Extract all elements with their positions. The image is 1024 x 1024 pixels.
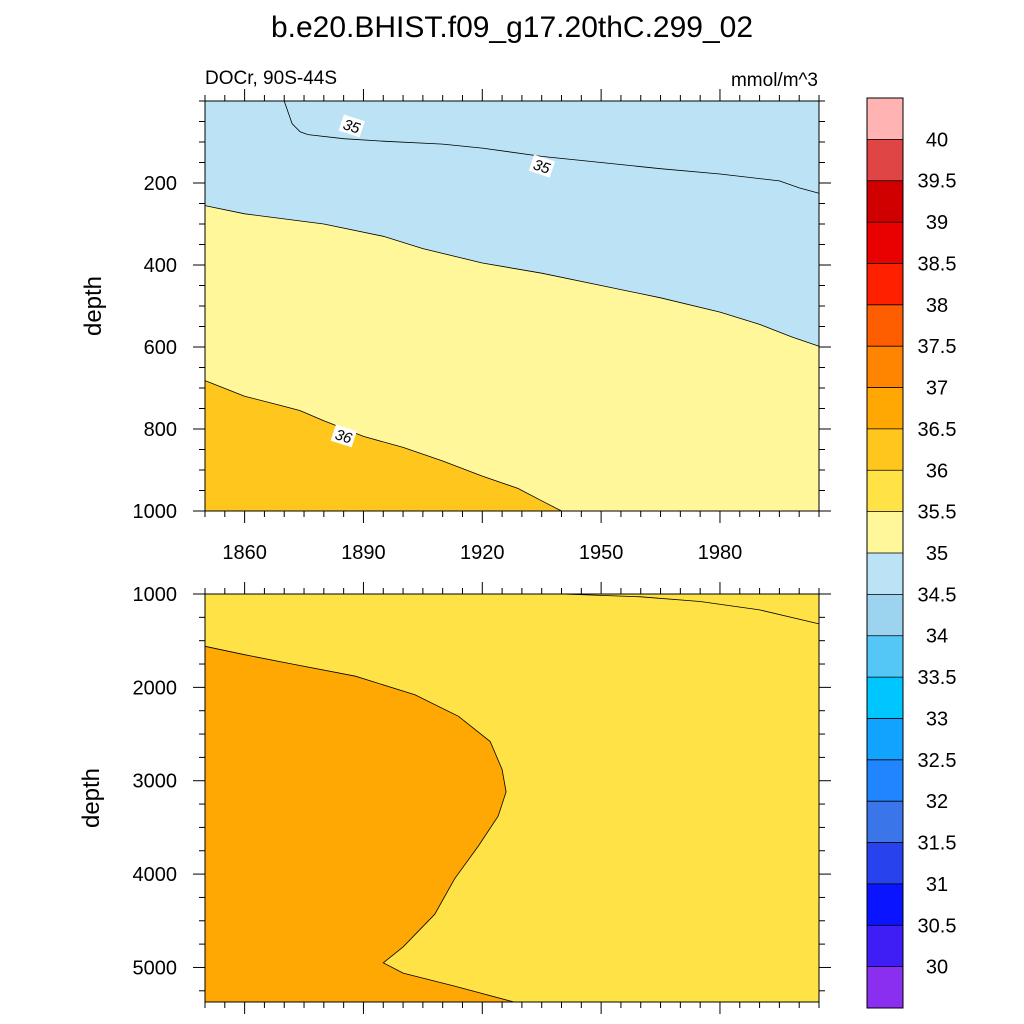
colorbar-label: 32 [926, 791, 948, 813]
contour-line [204, 645, 515, 1003]
colorbar-label: 31.5 [918, 833, 957, 855]
contour-line [283, 100, 820, 194]
contour-label-text: 35 [341, 116, 363, 138]
y-tick-label: 3000 [133, 771, 178, 793]
upper-y-axis-label: depth [80, 276, 107, 336]
y-tick-label: 1000 [133, 584, 178, 606]
colorbar-swatch [867, 511, 903, 554]
x-tick-label: 1950 [579, 542, 624, 564]
upper-contour-fills [205, 101, 819, 511]
upper-axis-ticks: 1860 1890 1920 1950 1980 200 400 600 800 1000 [133, 89, 831, 564]
colorbar-label: 30.5 [918, 915, 957, 937]
contour-fill-35.5-36 [205, 594, 819, 1002]
colorbar-swatch [867, 801, 903, 843]
colorbar-swatch [867, 966, 903, 1009]
colorbar-swatch [867, 263, 903, 306]
lower-contour-fills [205, 594, 819, 1002]
contour-line [204, 380, 562, 512]
colorbar: 40 39.5 39 38.5 38 37.5 37 36.5 36 35.5 35 34.5 34 33… [866, 97, 957, 1009]
colorbar-label: 30 [926, 957, 948, 979]
colorbar-label: 33 [926, 709, 948, 731]
contour-line [561, 593, 820, 625]
x-tick-label: 1980 [698, 542, 743, 564]
colorbar-label: 34.5 [918, 584, 957, 606]
colorbar-frame [866, 97, 904, 1009]
colorbar-label: 38 [926, 295, 948, 317]
colorbar-swatch [867, 180, 903, 223]
y-tick-label: 400 [144, 255, 177, 277]
colorbar-swatch [867, 304, 903, 347]
colorbar-label: 35 [926, 543, 948, 565]
colorbar-swatch [867, 635, 903, 678]
y-tick-label: 4000 [133, 864, 178, 886]
contour-label-text: 35 [531, 156, 553, 178]
y-tick-label: 600 [144, 337, 177, 359]
colorbar-label: 37.5 [918, 336, 957, 358]
colorbar-swatch [867, 718, 903, 761]
colorbar-label: 31 [926, 874, 948, 896]
y-tick-label: 2000 [133, 677, 178, 699]
contour-label: 35 [338, 114, 365, 138]
colorbar-swatch [867, 139, 903, 182]
lower-panel: 1000 2000 3000 4000 5000 depth [78, 582, 831, 1014]
colorbar-swatch [867, 222, 903, 264]
contour-label-box [338, 114, 365, 138]
contour-fill-35.5-36 [561, 594, 819, 624]
contour-line [204, 205, 820, 347]
lower-contour-lines [204, 593, 820, 1003]
lower-axis-ticks: 1000 2000 3000 4000 5000 [133, 582, 831, 1014]
colorbar-label: 36 [926, 460, 948, 482]
contour-label-text: 36 [333, 426, 355, 448]
colorbar-swatch [867, 842, 903, 885]
colorbar-swatch [867, 677, 903, 719]
contour-fill-34.5-35 [284, 101, 819, 194]
left-subtitle: DOCr, 90S-44S [205, 68, 337, 89]
y-tick-label: 5000 [133, 957, 178, 979]
upper-contour-lines [204, 100, 820, 512]
y-tick-label: 1000 [133, 501, 178, 523]
lower-y-axis-label: depth [78, 768, 105, 828]
x-tick-label: 1920 [460, 542, 505, 564]
colorbar-swatch [867, 98, 903, 140]
colorbar-swatch [867, 553, 903, 595]
colorbar-label: 40 [926, 129, 948, 151]
colorbar-label: 32.5 [918, 750, 957, 772]
colorbar-label: 39 [926, 212, 948, 234]
colorbar-swatch [867, 925, 903, 967]
colorbar-swatch [867, 387, 903, 430]
y-tick-label: 800 [144, 419, 177, 441]
colorbar-label: 38.5 [918, 254, 957, 276]
colorbar-label: 35.5 [918, 502, 957, 524]
upper-contour-labels: 35 35 36 [330, 114, 555, 448]
colorbar-swatch [867, 470, 903, 512]
contour-label-box [330, 424, 357, 448]
colorbar-swatch [867, 428, 903, 471]
lower-plot-frame [204, 593, 820, 1003]
contour-label: 36 [330, 424, 357, 448]
colorbar-swatch [867, 594, 903, 637]
right-subtitle: mmol/m^3 [731, 70, 818, 91]
figure-title: b.e20.BHIST.f09_g17.20thC.299_02 [271, 11, 753, 44]
colorbar-label: 39.5 [918, 171, 957, 193]
colorbar-label: 37 [926, 378, 948, 400]
colorbar-label: 33.5 [918, 667, 957, 689]
contour-label-box [528, 154, 555, 178]
colorbar-swatch [867, 346, 903, 388]
y-tick-label: 200 [144, 173, 177, 195]
colorbar-swatch [867, 759, 903, 802]
x-tick-label: 1860 [222, 542, 267, 564]
colorbar-swatch [867, 883, 903, 926]
colorbar-label: 34 [926, 626, 948, 648]
colorbar-label: 36.5 [918, 419, 957, 441]
contour-label: 35 [528, 154, 555, 178]
x-tick-label: 1890 [341, 542, 386, 564]
